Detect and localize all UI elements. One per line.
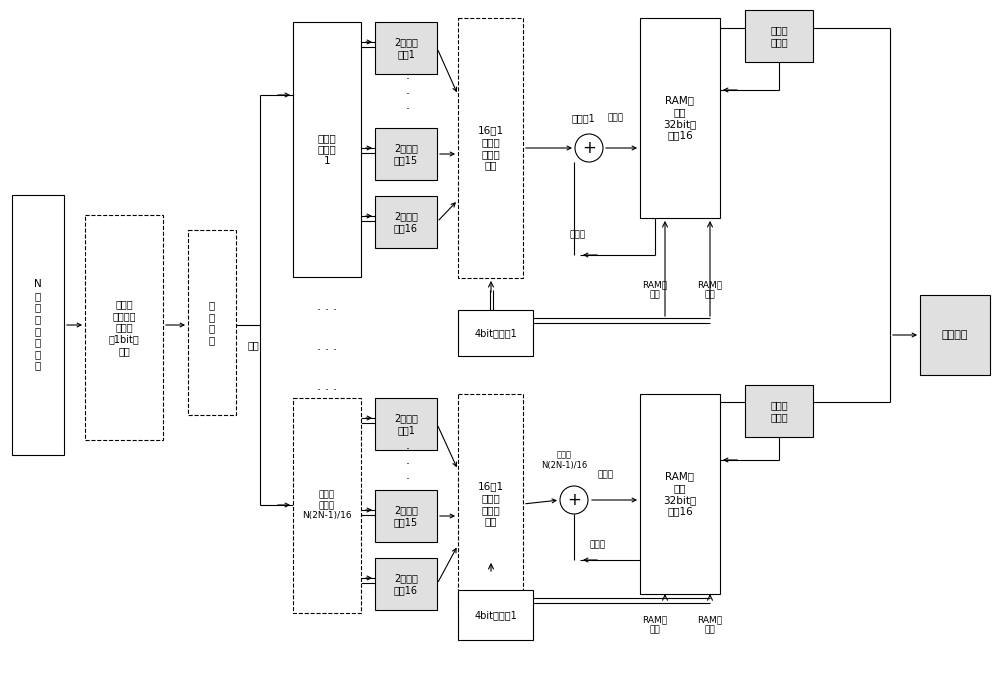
Text: RAM读
地址: RAM读 地址 [697, 280, 723, 300]
Text: RAM写
地址: RAM写 地址 [642, 280, 668, 300]
Bar [640, 394, 720, 594]
Text: N
路
中
频
输
入
数
据: N 路 中 频 输 入 数 据 [34, 280, 42, 371]
Text: 2进制加
法器16: 2进制加 法器16 [394, 573, 418, 594]
Bar [188, 230, 236, 415]
Text: RAM读
地址: RAM读 地址 [697, 615, 723, 635]
Bar [293, 22, 361, 277]
Text: 2进制加
法器1: 2进制加 法器1 [394, 37, 418, 59]
Text: 分组: 分组 [248, 340, 260, 350]
Bar [12, 195, 64, 455]
Text: RAM宽
度为
32bit深
度为16: RAM宽 度为 32bit深 度为16 [663, 96, 697, 140]
Bar [745, 385, 813, 437]
Text: 2进制加
法器16: 2进制加 法器16 [394, 211, 418, 233]
Text: ·
·
·: · · · [406, 73, 410, 117]
Bar [85, 215, 163, 440]
Bar [458, 18, 523, 278]
Bar [745, 10, 813, 62]
Bar [458, 590, 533, 640]
Bar [458, 310, 533, 356]
Text: 16选1
（由计
数器控
制）: 16选1 （由计 数器控 制） [477, 125, 504, 171]
Bar [375, 490, 437, 542]
Text: 4bit计数器1: 4bit计数器1 [474, 328, 517, 338]
Text: 2进制加
法器15: 2进制加 法器15 [394, 506, 418, 527]
Text: 积分计
时标志: 积分计 时标志 [770, 25, 788, 47]
Bar [293, 398, 361, 613]
Bar [640, 18, 720, 218]
Text: +: + [567, 491, 581, 509]
Text: 写数据: 写数据 [608, 113, 624, 123]
Text: 同
或
运
算: 同 或 运 算 [209, 300, 215, 345]
Text: RAM宽
度为
32bit深
度为16: RAM宽 度为 32bit深 度为16 [663, 472, 697, 516]
Text: 累加器1: 累加器1 [572, 113, 596, 123]
Text: 写数据: 写数据 [598, 470, 614, 479]
Text: 读数据: 读数据 [590, 541, 606, 549]
Bar [458, 394, 523, 614]
Bar [375, 22, 437, 74]
Bar [375, 398, 437, 450]
Bar [375, 558, 437, 610]
Text: 2进制加
法器1: 2进制加 法器1 [394, 413, 418, 435]
Text: 读数据: 读数据 [570, 231, 586, 239]
Text: · · ·: · · · [317, 303, 337, 317]
Text: 预处理
（希尔伯
特变换
与1bit量
化）: 预处理 （希尔伯 特变换 与1bit量 化） [109, 299, 139, 356]
Text: 积分计
时标志: 积分计 时标志 [770, 400, 788, 422]
Text: 2进制加
法器15: 2进制加 法器15 [394, 143, 418, 165]
Text: · · ·: · · · [317, 344, 337, 357]
Text: 16选1
（由计
数器控
制）: 16选1 （由计 数器控 制） [477, 482, 504, 526]
Bar [920, 295, 990, 375]
Text: 4bit计数器1: 4bit计数器1 [474, 610, 517, 620]
Text: RAM写
地址: RAM写 地址 [642, 615, 668, 635]
Text: 最小计
算单元
N(2N-1)/16: 最小计 算单元 N(2N-1)/16 [302, 491, 352, 520]
Bar [375, 128, 437, 180]
Text: ·
·
·: · · · [406, 443, 410, 487]
Text: · · ·: · · · [317, 384, 337, 396]
Bar [375, 196, 437, 248]
Text: 累加器
N(2N-1)/16: 累加器 N(2N-1)/16 [541, 450, 587, 470]
Text: 最小计
算单元
1: 最小计 算单元 1 [318, 133, 336, 166]
Text: +: + [582, 139, 596, 157]
Text: 输出结果: 输出结果 [942, 330, 968, 340]
